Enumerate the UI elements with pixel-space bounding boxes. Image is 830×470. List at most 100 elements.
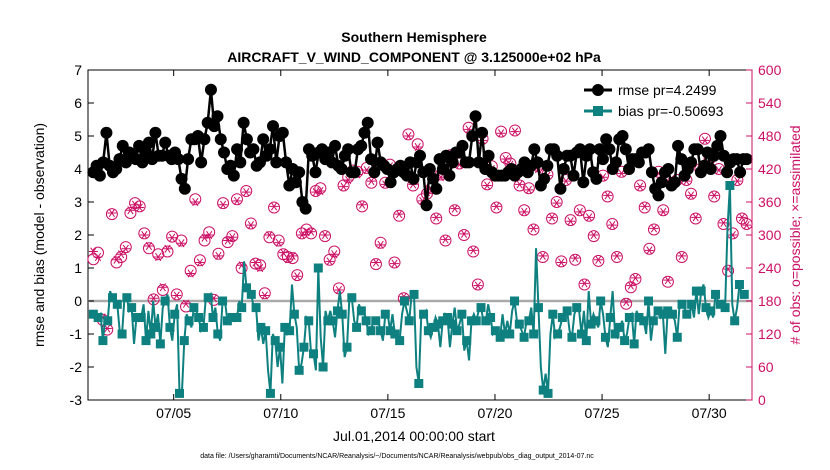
bias-point — [639, 316, 649, 326]
obs-assimilated-point — [677, 251, 687, 261]
rmse-point — [195, 156, 208, 169]
bias-point — [155, 339, 165, 349]
bias-point — [471, 316, 481, 326]
obs-assimilated-point — [251, 258, 261, 267]
bias-point — [246, 289, 256, 299]
bias-point — [160, 296, 170, 306]
bias-point — [543, 388, 553, 398]
rmse-point — [466, 130, 479, 142]
rmse-point — [668, 176, 681, 189]
obs-assimilated-point — [227, 233, 237, 242]
obs-assimilated-point — [394, 209, 404, 219]
y-tick-label-left: 7 — [74, 62, 82, 78]
bias-point — [136, 313, 146, 322]
bias-point — [265, 388, 275, 398]
obs-possible-point — [300, 223, 313, 236]
y-axis-label-left: rmse and bias (model - observation) — [31, 123, 47, 347]
obs-assimilated-point — [260, 291, 270, 300]
rmse-point — [593, 143, 606, 156]
bias-point — [280, 322, 290, 332]
obs-assimilated-point — [269, 202, 279, 211]
obs-possible-point — [184, 264, 197, 277]
bias-point — [634, 313, 644, 322]
x-tick-label: 07/15 — [370, 405, 405, 421]
obs-possible-point — [467, 245, 480, 258]
rmse-point — [531, 156, 544, 169]
bias-point — [615, 322, 625, 332]
obs-assimilated-point — [366, 176, 376, 186]
bias-point — [667, 309, 677, 319]
obs-assimilated-point — [88, 247, 98, 256]
rmse-point — [110, 163, 123, 175]
rmse-point — [218, 146, 231, 159]
obs-possible-point — [161, 245, 174, 258]
y-tick-label-left: -3 — [70, 392, 83, 408]
rmse-point — [198, 133, 211, 146]
bias-point — [423, 326, 433, 336]
rmse-point — [541, 159, 554, 172]
bias-point — [505, 329, 515, 339]
obs-assimilated-point — [403, 131, 413, 141]
obs-possible-point — [124, 207, 137, 219]
bias-point — [146, 329, 156, 339]
bias-point — [725, 181, 735, 190]
rmse-point — [596, 153, 609, 166]
rmse-point — [182, 153, 195, 166]
rmse-point — [237, 116, 250, 129]
rmse-point — [740, 153, 753, 166]
rmse-point — [662, 163, 675, 175]
rmse-point — [655, 176, 668, 189]
bias-point — [347, 293, 357, 303]
rmse-point — [462, 156, 475, 169]
obs-possible-point — [230, 193, 243, 206]
obs-assimilated-point — [529, 224, 539, 233]
legend-rmse-marker — [592, 84, 604, 96]
rmse-point — [551, 149, 564, 162]
bias-point — [395, 336, 405, 346]
bias-point — [203, 293, 213, 303]
obs-assimilated-point — [644, 246, 654, 255]
obs-assimilated-point — [301, 228, 311, 237]
bias-point — [323, 316, 333, 326]
rmse-point — [371, 136, 384, 149]
y-tick-label-left: 1 — [74, 260, 82, 276]
obs-possible-point — [513, 179, 526, 192]
obs-assimilated-point — [274, 238, 284, 247]
rmse-point — [263, 143, 276, 156]
obs-possible-point — [601, 190, 614, 203]
y-tick-label-left: -2 — [70, 359, 83, 375]
obs-assimilated-point — [440, 235, 450, 244]
obs-assimilated-point — [658, 207, 668, 217]
bias-point — [481, 316, 491, 326]
obs-assimilated-point — [510, 127, 520, 136]
rmse-point — [528, 143, 541, 156]
bias-point — [524, 316, 534, 326]
rmse-point — [672, 139, 685, 152]
bias-point — [165, 322, 175, 332]
rmse-point — [142, 136, 155, 149]
obs-possible-point — [374, 236, 387, 249]
obs-assimilated-point — [450, 204, 460, 213]
rmse-point — [691, 143, 704, 156]
obs-possible-point — [606, 218, 619, 230]
obs-possible-point — [328, 245, 341, 258]
bias-point — [242, 283, 252, 293]
obs-possible-point — [87, 253, 100, 266]
obs-possible-point — [518, 204, 531, 217]
rmse-point — [149, 126, 162, 139]
rmse-point — [247, 143, 260, 156]
rmse-point — [204, 83, 217, 96]
rmse-point — [600, 133, 613, 146]
bias-point — [256, 322, 266, 332]
obs-assimilated-point — [190, 197, 200, 207]
bias-point — [304, 316, 314, 326]
bias-point — [687, 299, 697, 309]
legend-box — [578, 77, 746, 122]
bias-point — [270, 336, 280, 346]
bias-point — [409, 289, 419, 299]
bias-point — [562, 306, 572, 316]
obs-assimilated-point — [283, 255, 293, 264]
obs-assimilated-point — [172, 291, 182, 300]
obs-assimilated-point — [686, 191, 696, 200]
